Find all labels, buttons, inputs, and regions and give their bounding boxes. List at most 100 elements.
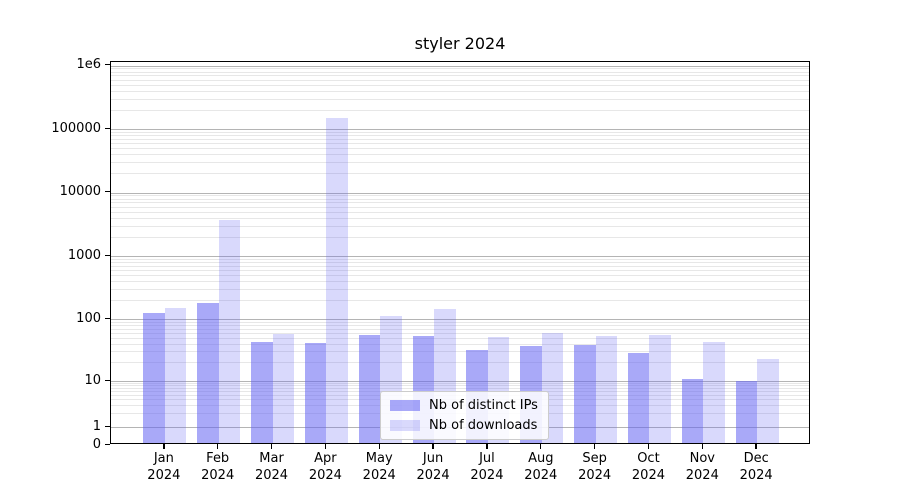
x-tick-label-jul: Jul 2024 xyxy=(459,451,515,484)
gridline-minor xyxy=(111,321,809,323)
month-label: Nov xyxy=(689,451,715,466)
gridline-minor xyxy=(111,343,809,345)
gridline-minor xyxy=(111,71,809,73)
y-tick xyxy=(105,317,110,319)
gridline-minor xyxy=(111,258,809,260)
gridline-minor xyxy=(111,135,809,137)
bar-downloads-oct xyxy=(649,334,671,443)
gridline-minor xyxy=(111,84,809,86)
gridline-minor xyxy=(111,162,809,164)
year-label: 2024 xyxy=(470,467,504,483)
y-tick-label: 0 xyxy=(92,436,101,452)
chart-title: styler 2024 xyxy=(414,34,506,53)
gridline-minor xyxy=(111,328,809,330)
gridline-minor xyxy=(111,262,809,264)
gridline-minor xyxy=(111,109,809,111)
year-label: 2024 xyxy=(308,467,342,483)
x-tick xyxy=(647,444,650,449)
bar-downloads-nov xyxy=(703,342,725,443)
bar-ips-nov xyxy=(681,379,704,443)
x-tick-label-oct: Oct 2024 xyxy=(620,451,676,484)
gridline-major-10 xyxy=(111,381,809,382)
gridline-minor xyxy=(111,217,809,219)
gridline-minor xyxy=(111,79,809,81)
legend-item-distinct-ips: Nb of distinct IPs xyxy=(390,398,538,413)
gridline-minor xyxy=(111,206,809,208)
gridline-minor xyxy=(111,198,809,200)
bar-ips-mar xyxy=(251,341,273,443)
gridline-minor xyxy=(111,90,809,92)
x-tick-label-nov: Nov 2024 xyxy=(674,451,730,484)
month-label: May xyxy=(365,451,393,466)
gridline-major-100000 xyxy=(111,129,809,130)
y-tick-label: 1 xyxy=(92,418,101,434)
y-tick xyxy=(105,379,110,381)
x-tick-label-sep: Sep 2024 xyxy=(567,451,623,484)
gridline-minor xyxy=(111,98,809,100)
month-label: Dec xyxy=(743,451,769,466)
x-tick-label-jun: Jun 2024 xyxy=(405,451,461,484)
bar-ips-oct xyxy=(627,353,650,443)
gridline-minor xyxy=(111,274,809,276)
month-label: Mar xyxy=(259,451,284,466)
gridline-minor xyxy=(111,325,809,326)
y-tick xyxy=(105,191,110,193)
y-tick-label: 10000 xyxy=(59,184,101,199)
legend-item-downloads: Nb of downloads xyxy=(390,418,538,433)
gridline-major-1000 xyxy=(111,256,809,257)
gridline-minor xyxy=(111,211,809,213)
gridline-major-1000000 xyxy=(111,65,809,67)
month-label: Aug xyxy=(528,451,554,466)
gridline-minor xyxy=(111,131,809,133)
y-tick xyxy=(105,443,110,445)
bar-downloads-apr xyxy=(326,117,348,443)
y-tick-label: 1000 xyxy=(67,247,101,263)
bar-ips-dec xyxy=(735,381,758,443)
bar-ips-apr xyxy=(304,343,327,443)
year-label: 2024 xyxy=(685,467,719,483)
gridline-minor xyxy=(111,300,809,302)
x-tick xyxy=(270,444,273,449)
gridline-minor xyxy=(111,68,809,70)
year-label: 2024 xyxy=(362,467,396,483)
x-tick-label-may: May 2024 xyxy=(351,451,407,484)
x-tick xyxy=(378,444,380,449)
gridline-minor xyxy=(111,362,809,364)
month-label: Jun xyxy=(422,451,444,466)
bar-downloads-feb xyxy=(218,220,241,443)
x-tick xyxy=(486,444,488,449)
x-tick-label-feb: Feb 2024 xyxy=(190,451,246,484)
bar-ips-may xyxy=(358,335,381,443)
gridline-major-100 xyxy=(111,319,809,320)
gridline-minor xyxy=(111,143,809,145)
gridline-minor xyxy=(111,351,809,353)
y-tick-label: 100 xyxy=(76,310,101,326)
gridline-minor xyxy=(111,225,809,227)
x-tick-label-jan: Jan 2024 xyxy=(136,451,192,484)
year-label: 2024 xyxy=(578,467,612,483)
year-label: 2024 xyxy=(524,467,558,483)
gridline-minor xyxy=(111,288,809,290)
year-label: 2024 xyxy=(254,467,289,483)
year-label: 2024 xyxy=(416,467,450,483)
year-label: 2024 xyxy=(631,467,665,483)
y-tick-label: 10 xyxy=(84,372,101,388)
month-label: Oct xyxy=(637,451,660,466)
y-tick-label: 1e6 xyxy=(76,57,101,72)
legend: Nb of distinct IPs Nb of downloads xyxy=(380,391,549,440)
bar-ips-jan xyxy=(143,313,165,443)
y-tick-label: 100000 xyxy=(51,120,101,136)
y-tick xyxy=(105,64,110,66)
gridline-minor xyxy=(111,173,809,175)
gridline-minor xyxy=(111,281,809,283)
bar-downloads-dec xyxy=(757,359,779,443)
month-label: Feb xyxy=(206,451,230,466)
x-tick-label-mar: Mar 2024 xyxy=(244,451,300,484)
month-label: Jul xyxy=(479,451,495,466)
bar-downloads-jan xyxy=(164,308,187,443)
bar-ips-sep xyxy=(574,344,596,443)
gridline-minor xyxy=(111,75,809,77)
gridline-major-10000 xyxy=(111,192,809,194)
year-label: 2024 xyxy=(201,467,235,483)
